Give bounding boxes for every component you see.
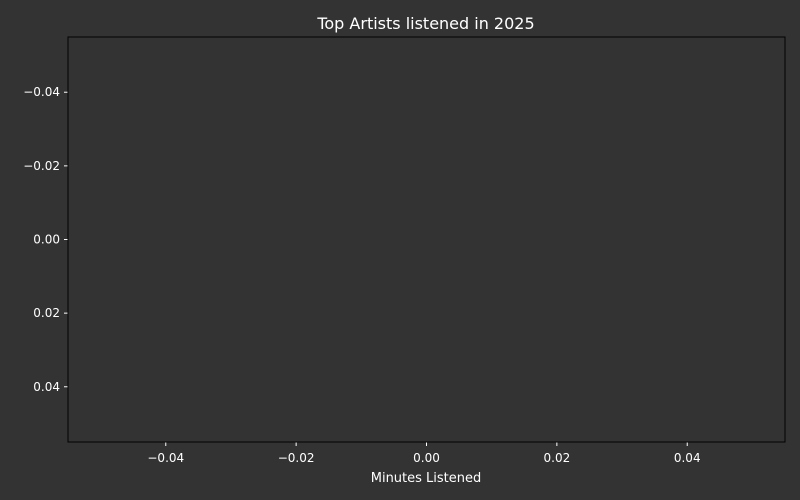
y-tick-label: 0.00 [33,233,60,247]
x-tick-label: −0.02 [278,451,315,465]
y-tick-label: 0.02 [33,306,60,320]
y-tick-label: −0.02 [23,159,60,173]
x-tick-label: 0.00 [413,451,440,465]
x-axis-label: Minutes Listened [371,471,482,486]
x-tick-label: −0.04 [147,451,184,465]
x-tick-label: 0.04 [674,451,701,465]
axes-background [68,37,785,442]
y-tick-label: 0.04 [33,380,60,394]
y-axis: −0.04 −0.02 0.00 0.02 0.04 [23,85,68,394]
y-tick-label: −0.04 [23,85,60,99]
x-axis: −0.04 −0.02 0.00 0.02 0.04 [147,442,701,465]
axes-frame [67,36,786,443]
chart-title: Top Artists listened in 2025 [316,14,534,33]
x-tick-label: 0.02 [544,451,571,465]
